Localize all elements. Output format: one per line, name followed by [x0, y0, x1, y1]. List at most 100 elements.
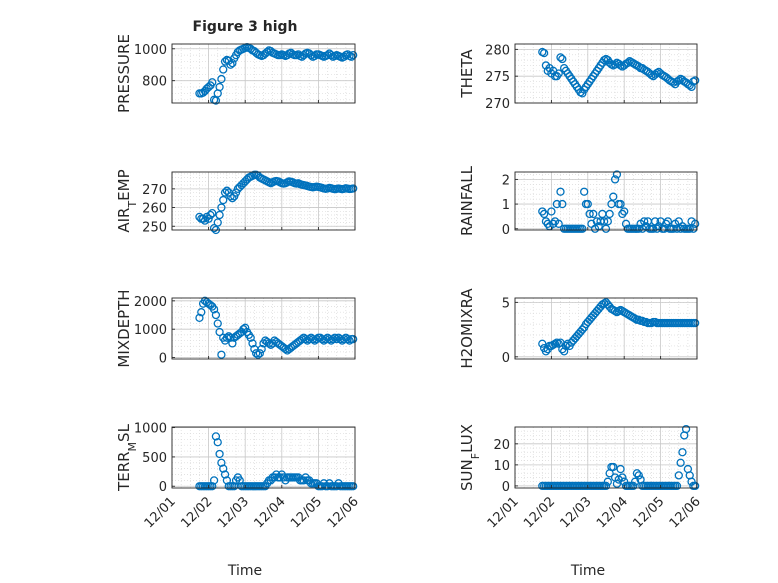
data-point [217, 203, 226, 212]
data-point [215, 449, 224, 459]
data-point [616, 464, 625, 474]
data-point [589, 209, 598, 219]
data-point [349, 482, 358, 491]
data-point [691, 481, 700, 491]
data-point [691, 318, 700, 328]
data-point [257, 344, 266, 354]
axes-box [171, 297, 356, 360]
data-point [556, 53, 565, 62]
data-point [583, 199, 592, 209]
axes-box [514, 426, 698, 489]
data-point [211, 432, 221, 441]
data-point [549, 219, 558, 228]
y-tick-label: 270 [142, 183, 167, 198]
x-tick-label: 12/06 [667, 494, 704, 531]
x-tick-label: 12/03 [215, 494, 252, 531]
data-point [547, 207, 556, 216]
data-point [349, 51, 358, 60]
data-point [248, 339, 257, 348]
subplot-sun-flux: 0 10 20 12/01 12/02 12/03 12/04 12/05 12/06 SUNFL… [458, 424, 704, 531]
data-point [219, 195, 228, 205]
y-axis-label: AIRTEMP [115, 169, 139, 232]
data-point [246, 333, 255, 342]
data-point [681, 424, 691, 434]
y-tick-label: 280 [485, 43, 510, 58]
data-point [349, 184, 358, 193]
data-point [255, 349, 264, 358]
data-point [601, 481, 611, 491]
y-tick-label: 2 [502, 173, 510, 188]
data-point [632, 469, 642, 478]
data-point [213, 438, 222, 447]
data-point [228, 194, 237, 203]
data-point [676, 458, 685, 467]
x-tick-label: 12/03 [558, 494, 595, 531]
y-tick-label: 270 [485, 97, 510, 112]
data-point [630, 477, 640, 486]
data-point [543, 219, 552, 228]
y-tick-label: 500 [142, 451, 167, 466]
y-tick-label: 0 [502, 351, 510, 366]
data-point [672, 481, 682, 491]
data-point [691, 76, 700, 85]
data-point [558, 54, 567, 64]
data-point [217, 350, 226, 359]
data-point [226, 192, 235, 201]
data-point [612, 170, 622, 179]
y-tick-label: 0 [159, 352, 167, 367]
data-point [601, 224, 611, 233]
y-tick-label: 260 [142, 202, 167, 217]
data-point [226, 60, 235, 69]
y-axis-label: MIXDEPTH [115, 289, 133, 367]
subplot-theta: 270 275 280 THETA [458, 43, 700, 112]
data-point [558, 199, 567, 209]
data-point [343, 334, 352, 344]
data-point [629, 481, 638, 491]
data-point [195, 313, 204, 323]
data-point [610, 175, 620, 184]
data-point [241, 323, 250, 332]
y-tick-label: 1000 [134, 323, 167, 338]
data-point [600, 217, 609, 226]
x-axis-label-right: Time [570, 563, 605, 579]
data-point [220, 188, 230, 197]
data-point [678, 448, 687, 457]
x-tick-label: 12/02 [178, 494, 215, 531]
data-point [252, 349, 261, 358]
data-point [208, 78, 217, 87]
subplot-rainfall: 0 1 2 RAINFALL [458, 165, 700, 238]
y-axis-label: THETA [458, 49, 476, 99]
x-tick-label: 12/01 [142, 494, 179, 531]
y-tick-label: 10 [493, 459, 510, 474]
data-point [345, 336, 354, 345]
data-point [603, 217, 612, 226]
data-point [213, 218, 222, 227]
y-tick-label: 0 [502, 480, 510, 495]
data-point [197, 308, 206, 317]
y-tick-label: 250 [142, 220, 167, 235]
data-point [609, 192, 618, 201]
data-point [208, 209, 217, 218]
data-point [585, 209, 594, 219]
data-point [578, 224, 587, 233]
axes-box [514, 171, 698, 231]
data-point [612, 479, 622, 488]
axes-box [171, 43, 356, 104]
data-point [538, 339, 547, 348]
data-point [616, 199, 625, 209]
data-point [349, 334, 358, 344]
data-point [620, 207, 629, 216]
data-point [674, 76, 683, 85]
data-point [669, 78, 678, 87]
y-tick-label: 5 [502, 296, 510, 311]
data-point [228, 339, 237, 348]
y-axis-label: PRESSURE [115, 34, 133, 113]
data-point [556, 187, 565, 196]
x-tick-label: 12/06 [325, 494, 362, 531]
data-point [674, 471, 683, 480]
axes-box [514, 297, 698, 360]
